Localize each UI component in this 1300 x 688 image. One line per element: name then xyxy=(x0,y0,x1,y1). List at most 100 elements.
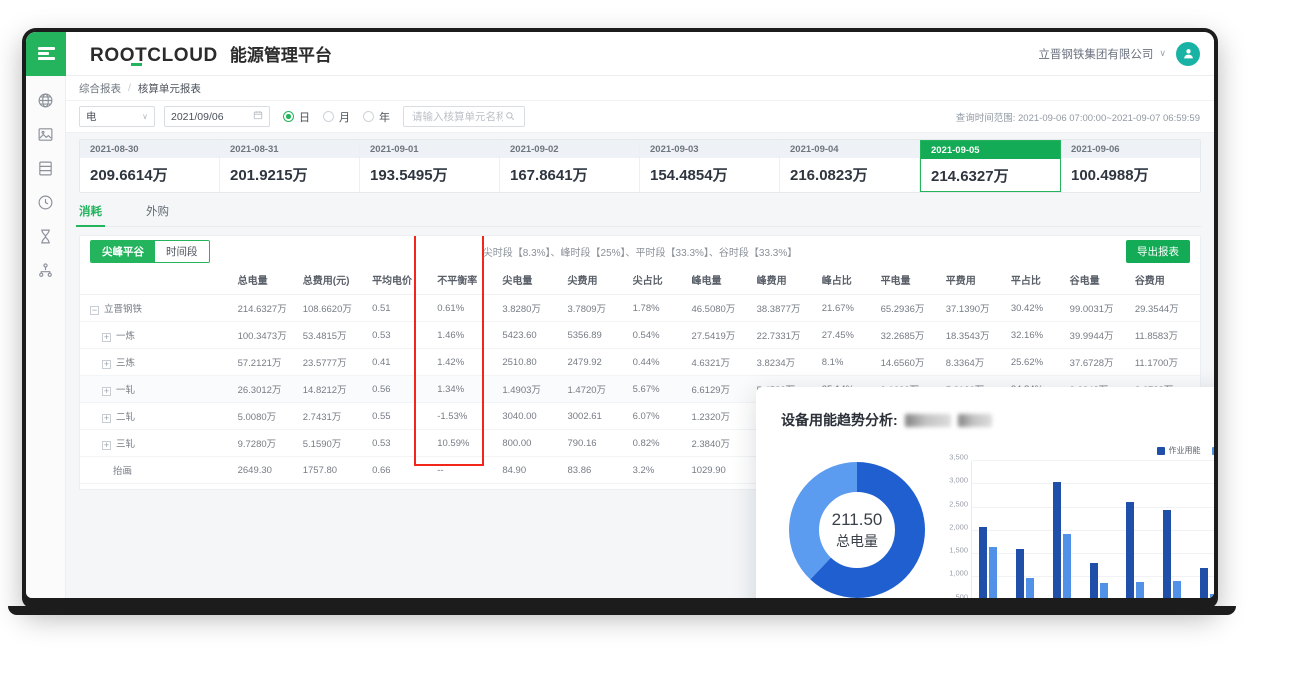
bar-nonwork[interactable] xyxy=(989,547,998,598)
table-row[interactable]: + 一炼 100.3473万 53.4815万 0.53 1.46% 5423.60 5356… xyxy=(80,321,1200,349)
table-cell: 5.1590万 xyxy=(302,429,373,457)
network-tree-icon[interactable] xyxy=(37,262,54,279)
expand-row-icon[interactable]: + xyxy=(102,332,111,342)
bar-nonwork[interactable] xyxy=(1209,594,1214,598)
expand-row-icon[interactable]: + xyxy=(102,359,111,369)
table-cell: -- xyxy=(437,456,503,484)
expand-row-icon[interactable]: + xyxy=(102,386,111,396)
date-card-value: 209.6614万 xyxy=(90,166,168,184)
search-icon[interactable] xyxy=(505,108,515,126)
expand-row-icon[interactable]: + xyxy=(102,413,111,423)
table-list-icon[interactable] xyxy=(37,160,54,177)
search-box[interactable] xyxy=(403,106,525,127)
bar-work[interactable] xyxy=(1016,548,1025,598)
search-input[interactable] xyxy=(410,109,505,124)
table-cell: 1.78% xyxy=(632,294,692,322)
date-card[interactable]: 2021-08-31 201.9215万 xyxy=(220,140,360,192)
bar-work[interactable] xyxy=(1199,568,1208,598)
date-card-date: 2021-09-03 xyxy=(640,140,779,158)
app-header: ROOTCLOUD 能源管理平台 立晋钢铁集团有限公司 ∨ xyxy=(26,32,1214,76)
table-row[interactable]: + 三炼 57.2121万 23.5777万 0.41 1.42% 2510.80 2479.… xyxy=(80,348,1200,376)
bar-work[interactable] xyxy=(979,527,988,598)
total-power-donut-chart: 211.50 总电量 xyxy=(782,455,932,598)
table-cell: 8.3364万 xyxy=(945,348,1011,376)
bar-nonwork[interactable] xyxy=(1026,578,1035,598)
laptop-frame: ROOTCLOUD 能源管理平台 立晋钢铁集团有限公司 ∨ xyxy=(22,28,1218,608)
date-card-date: 2021-09-01 xyxy=(360,140,499,158)
bar-nonwork[interactable] xyxy=(1062,533,1071,598)
masked-name-chip-1 xyxy=(904,413,951,427)
energy-type-select[interactable]: 电 ∨ xyxy=(79,106,155,127)
th-flat-ratio: 平占比 xyxy=(1010,266,1070,295)
date-card[interactable]: 2021-09-04 216.0823万 xyxy=(780,140,920,192)
table-cell: 83.86 xyxy=(567,456,633,484)
bar-nonwork[interactable] xyxy=(1173,580,1182,598)
date-card[interactable]: 2021-08-30 209.6614万 xyxy=(80,140,220,192)
date-card[interactable]: 2021-09-01 193.5495万 xyxy=(360,140,500,192)
export-report-button[interactable]: 导出报表 xyxy=(1126,239,1190,263)
brand-subtitle: 能源管理平台 xyxy=(229,45,332,65)
date-card-date: 2021-08-30 xyxy=(80,140,219,158)
date-card-selected[interactable]: 2021-09-05 214.6327万 xyxy=(920,140,1061,192)
th-flat-power: 平电量 xyxy=(880,266,946,295)
laptop-base xyxy=(8,606,1236,615)
radio-day[interactable]: 日 xyxy=(283,109,310,125)
seg-peak-valley[interactable]: 尖峰平谷 xyxy=(91,240,155,262)
table-cell: 32.16% xyxy=(1010,321,1070,349)
bar-work[interactable] xyxy=(1089,563,1098,598)
clock-check-icon[interactable] xyxy=(37,194,54,211)
chart-gridline xyxy=(972,483,1214,485)
legend-item-work[interactable]: 作业用能 xyxy=(1157,445,1201,456)
chevron-down-icon[interactable]: ∨ xyxy=(1159,48,1166,58)
date-card[interactable]: 2021-09-03 154.4854万 xyxy=(640,140,780,192)
bar-work[interactable] xyxy=(1052,481,1061,598)
th-peak-power: 峰电量 xyxy=(691,266,757,295)
menu-toggle-button[interactable] xyxy=(26,32,66,76)
expand-row-icon[interactable]: + xyxy=(102,440,111,450)
table-cell: 1.2320万 xyxy=(691,402,757,430)
radio-label-year: 年 xyxy=(379,111,390,124)
table-cell: 11.8583万 xyxy=(1134,321,1200,349)
bar-nonwork[interactable] xyxy=(1136,582,1145,598)
legend-swatch-work xyxy=(1157,446,1165,455)
table-cell: 3.8280万 xyxy=(502,294,568,322)
row-name-cell: − 立晋钢铁 xyxy=(80,294,238,322)
tab-purchase[interactable]: 外购 xyxy=(146,206,169,218)
globe-icon[interactable] xyxy=(37,92,54,109)
date-picker[interactable]: 2021/09/06 xyxy=(164,106,270,127)
date-card[interactable]: 2021-09-06 100.4988万 xyxy=(1061,140,1200,192)
image-chart-icon[interactable] xyxy=(37,126,54,143)
hamburger-bar-3 xyxy=(37,57,55,60)
tab-consumption[interactable]: 消耗 xyxy=(76,203,105,227)
date-card-value: 154.4854万 xyxy=(650,166,728,184)
table-cell: 0.51 xyxy=(372,294,438,322)
date-card-value: 193.5495万 xyxy=(370,166,448,184)
th-sharp-ratio: 尖占比 xyxy=(632,266,692,295)
table-cell: 6.07% xyxy=(632,402,692,430)
table-row[interactable]: − 立晋钢铁 214.6327万 108.6620万 0.51 0.61% 3.8280万 3… xyxy=(80,294,1200,322)
radio-dot-year xyxy=(363,111,374,122)
collapse-row-icon[interactable]: − xyxy=(90,305,99,315)
seg-time-range[interactable]: 时间段 xyxy=(155,240,209,262)
hourglass-icon[interactable] xyxy=(37,228,54,245)
panel-toolbar: 尖峰平谷 时间段 尖时段【8.3%】、峰时段【25%】、平时段【33.3%】、谷… xyxy=(80,236,1200,266)
legend-item-nonwork[interactable]: 非作业用能 xyxy=(1211,445,1214,456)
avatar[interactable] xyxy=(1176,41,1200,66)
bar-group xyxy=(1016,548,1035,598)
bar-nonwork[interactable] xyxy=(1099,583,1108,598)
table-cell: 27.45% xyxy=(821,321,881,349)
bar-work[interactable] xyxy=(1163,509,1172,598)
company-selector-label[interactable]: 立晋钢铁集团有限公司 xyxy=(1038,48,1154,61)
table-cell: 26.3012万 xyxy=(237,375,303,403)
breadcrumb: 综合报表 / 核算单元报表 xyxy=(66,76,1214,101)
date-card-date: 2021-08-31 xyxy=(220,140,359,158)
table-cell: 4.6321万 xyxy=(691,348,757,376)
bar-work[interactable] xyxy=(1126,502,1135,598)
radio-month[interactable]: 月 xyxy=(323,109,350,125)
radio-year[interactable]: 年 xyxy=(363,109,390,125)
table-cell: 1.4720万 xyxy=(567,375,633,403)
date-card[interactable]: 2021-09-02 167.8641万 xyxy=(500,140,640,192)
breadcrumb-root[interactable]: 综合报表 xyxy=(79,82,121,95)
table-cell: 37.1390万 xyxy=(945,294,1011,322)
table-cell: 0.44% xyxy=(632,348,692,376)
